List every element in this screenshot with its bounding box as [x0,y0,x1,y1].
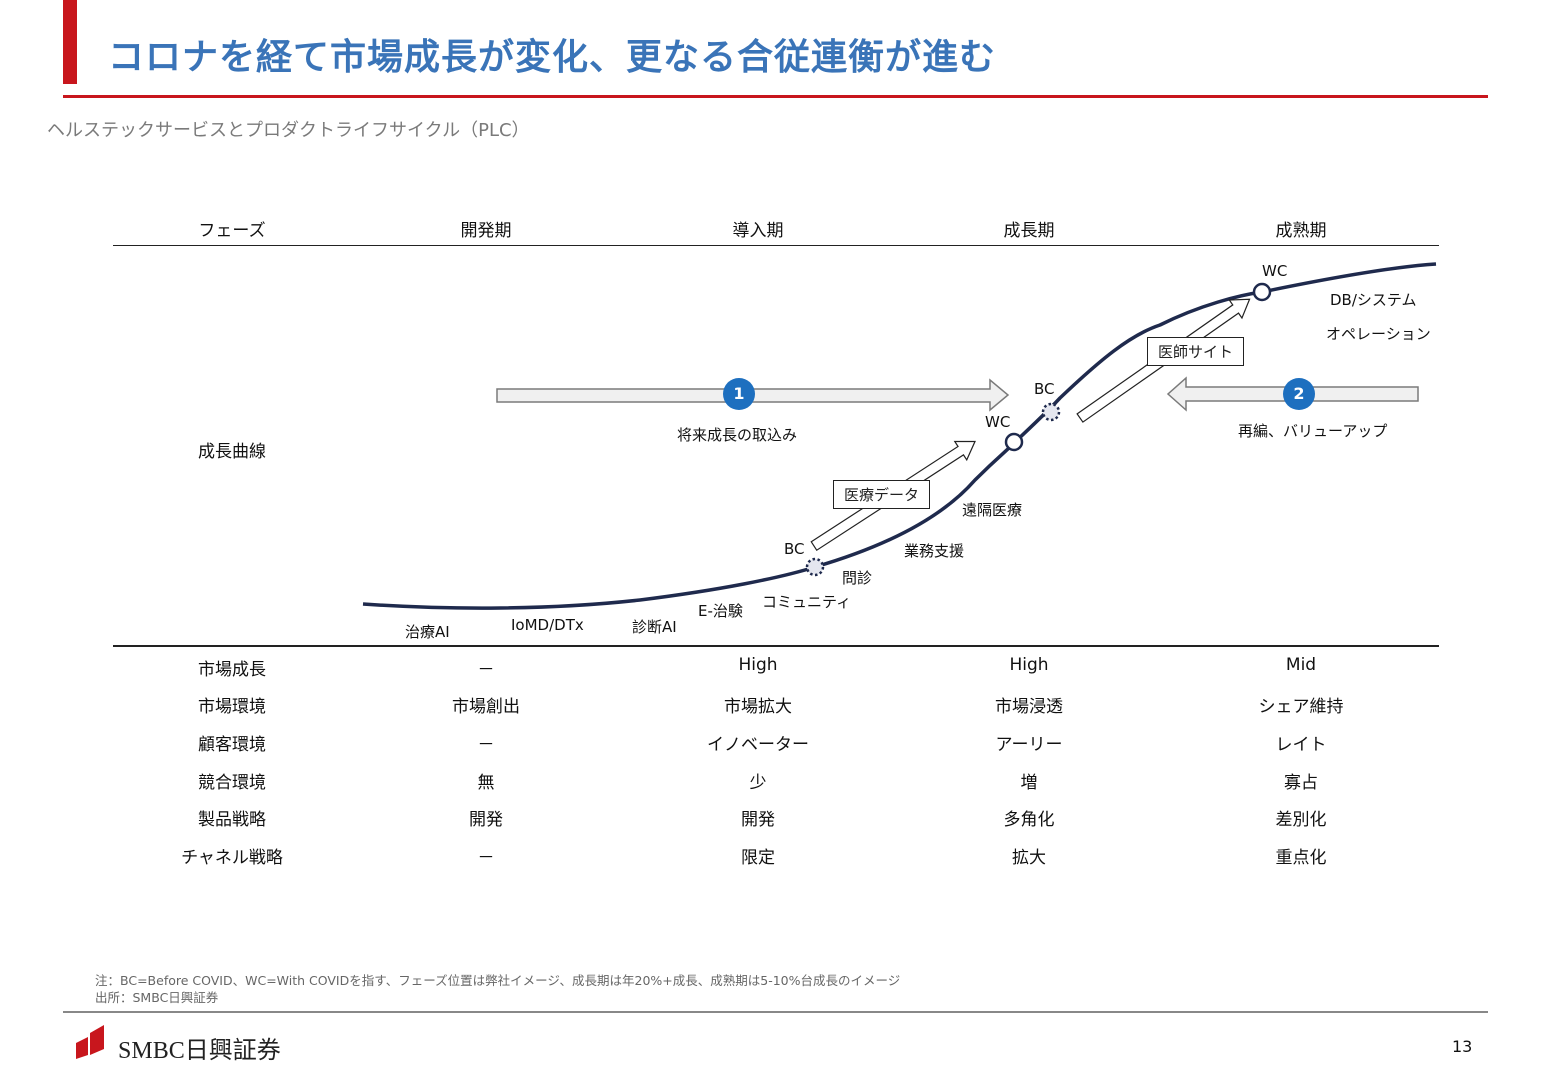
table-cell: 多角化 [1003,810,1055,830]
smbc-logo-icon [76,1025,104,1059]
table-cell: 開発 [469,810,503,830]
table-cell: レイト [1275,735,1327,755]
phase-development: 開発期 [460,221,512,241]
row-label: 市場環境 [198,697,266,717]
table-cell: シェア維持 [1258,697,1344,717]
footnote: 注：BC=Before COVID、WC=With COVIDを指す、フェーズ位… [95,973,901,988]
wc-marker-2 [1252,282,1272,302]
table-cell: 限定 [741,848,775,868]
table-cell: － [477,660,495,680]
table-cell: High [738,655,778,675]
title-divider [63,95,1488,98]
growth-curve-line [362,262,1437,610]
table-cell: High [1009,655,1049,675]
phase-introduction: 導入期 [732,221,784,241]
table-cell: － [477,735,495,755]
page-title: コロナを経て市場成長が変化、更なる合従連衡が進む [108,37,997,78]
table-cell: 市場浸透 [995,697,1063,717]
table-cell: 増 [1020,773,1038,793]
phase-row-label: フェーズ [198,221,266,241]
bc-marker-1 [805,557,825,577]
phase-growth: 成長期 [1003,221,1055,241]
source-note: 出所：SMBC日興証券 [95,990,219,1005]
table-cell: 無 [477,773,495,793]
bc-label-1: BC [784,540,805,558]
box-medical-data: 医療データ [833,480,931,509]
caption-restructure: 再編、バリューアップ [1238,422,1388,440]
company-logo-text: SMBC日興証券 [118,1038,281,1064]
label-operation: オペレーション [1326,325,1431,343]
table-divider [113,645,1439,647]
table-cell: 重点化 [1275,848,1327,868]
row-label: 顧客環境 [198,735,266,755]
table-cell: 寡占 [1284,773,1318,793]
badge-2: 2 [1283,378,1315,410]
row-label: 市場成長 [198,660,266,680]
growth-curve-label: 成長曲線 [198,442,266,462]
label-diagnosis-ai: 診断AI [632,618,677,636]
page-number: 13 [1452,1037,1473,1056]
table-cell: 差別化 [1275,810,1327,830]
table-cell: イノベーター [707,735,809,755]
page-subtitle: ヘルステックサービスとプロダクトライフサイクル（PLC） [47,120,530,141]
row-label: 製品戦略 [198,810,266,830]
box-doctor-site: 医師サイト [1147,337,1245,366]
table-cell: Mid [1285,655,1317,675]
wc-label-2: WC [1262,262,1288,280]
row-label: 競合環境 [198,773,266,793]
footer-divider [63,1011,1488,1013]
label-treatment-ai: 治療AI [405,623,450,641]
table-cell: アーリー [995,735,1063,755]
label-community: コミュニティ [762,593,852,611]
bc-marker-2 [1041,402,1061,422]
badge-1: 1 [723,378,755,410]
table-cell: 開発 [741,810,775,830]
label-iomd: IoMD/DTx [511,616,584,634]
wc-marker-1 [1004,432,1024,452]
wc-label-1: WC [985,413,1011,431]
label-db-system: DB/システム [1330,291,1417,309]
row-label: チャネル戦略 [181,848,283,868]
label-consultation: 問診 [842,569,873,587]
table-cell: 拡大 [1012,848,1046,868]
phase-maturity: 成熟期 [1275,221,1327,241]
header-divider [113,245,1439,246]
table-cell: 市場拡大 [724,697,792,717]
label-business-support: 業務支援 [904,542,965,560]
caption-future-growth: 将来成長の取込み [677,426,798,444]
table-cell: － [477,848,495,868]
table-cell: 市場創出 [452,697,520,717]
table-cell: 少 [749,773,767,793]
label-telemedicine: 遠隔医療 [962,501,1023,519]
title-accent-bar [63,0,77,84]
bc-label-2: BC [1034,380,1055,398]
label-e-trial: E-治験 [698,602,743,620]
